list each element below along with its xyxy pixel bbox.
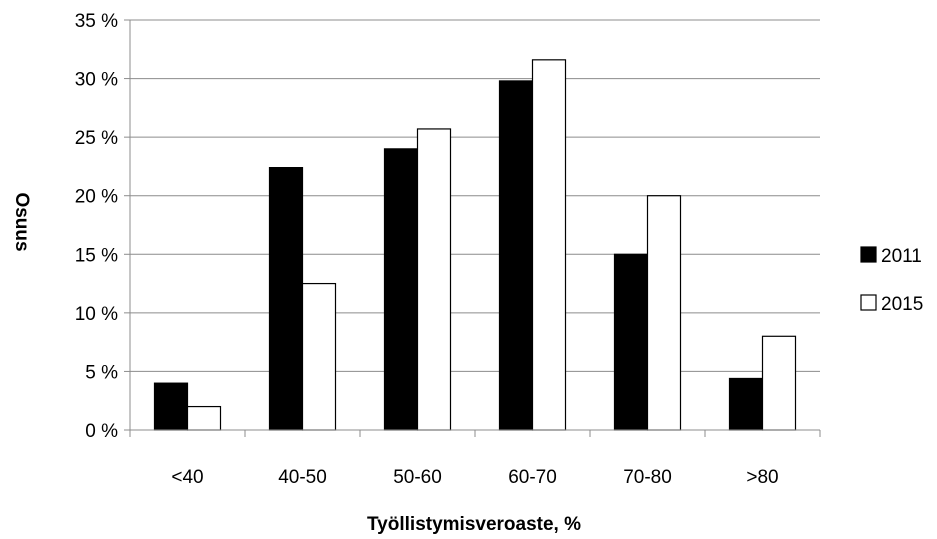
legend-label-2015: 2015 <box>881 294 923 315</box>
y-axis-ticks: 0 % 5 % 10 % 15 % 20 % 25 % 30 % 35 % <box>75 11 130 442</box>
bar-2011-4 <box>615 254 648 430</box>
x-category-label: 70-80 <box>623 467 672 488</box>
bar-2015-0 <box>188 407 221 430</box>
y-tick-label: 15 % <box>75 245 118 266</box>
bar-2011-1 <box>270 168 303 430</box>
bar-2011-2 <box>385 149 418 430</box>
x-axis-category-labels: <40 40-50 50-60 60-70 70-80 >80 <box>171 467 778 488</box>
bar-2015-3 <box>533 60 566 430</box>
y-tick-label: 35 % <box>75 11 118 32</box>
y-tick-label: 5 % <box>85 362 118 383</box>
gridlines <box>130 20 820 371</box>
bar-2015-2 <box>418 129 451 430</box>
x-category-label: 60-70 <box>508 467 557 488</box>
y-tick-label: 0 % <box>85 421 118 442</box>
bar-2015-4 <box>648 196 681 430</box>
bar-2011-0 <box>155 383 188 430</box>
legend-swatch-2015 <box>861 295 876 310</box>
x-axis-title: Työllistymisveroaste, % <box>367 514 581 535</box>
legend-label-2011: 2011 <box>881 246 922 267</box>
y-tick-label: 20 % <box>75 187 118 208</box>
bar-2011-3 <box>500 81 533 430</box>
x-category-label: 50-60 <box>393 467 442 488</box>
x-category-label: 40-50 <box>278 467 327 488</box>
legend: 2011 2015 <box>861 246 923 315</box>
legend-swatch-2011 <box>861 247 876 262</box>
bar-2015-1 <box>303 284 336 430</box>
y-tick-label: 10 % <box>75 304 118 325</box>
bar-2015-5 <box>763 336 796 430</box>
x-category-label: <40 <box>171 467 203 488</box>
bar-2011-5 <box>730 378 763 430</box>
x-category-label: >80 <box>746 467 778 488</box>
y-tick-label: 25 % <box>75 128 118 149</box>
y-axis-title: Osuus <box>11 192 32 251</box>
bars <box>155 60 796 430</box>
y-tick-label: 30 % <box>75 70 118 91</box>
x-axis <box>130 430 820 437</box>
